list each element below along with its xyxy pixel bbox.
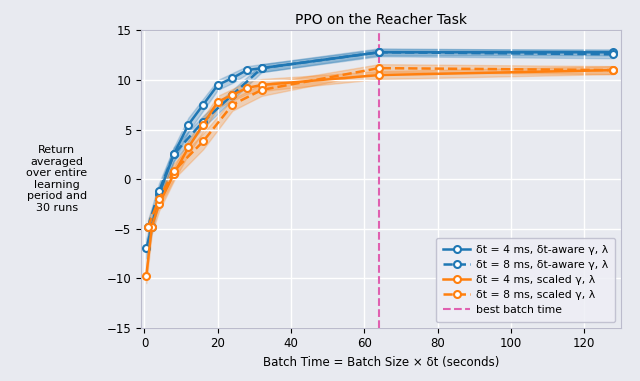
- Legend: δt = 4 ms, δt-aware γ, λ, δt = 8 ms, δt-aware γ, λ, δt = 4 ms, scaled γ, λ, δt =: δt = 4 ms, δt-aware γ, λ, δt = 8 ms, δt-…: [436, 238, 616, 322]
- δt = 4 ms, δt-aware γ, λ: [243, 68, 251, 72]
- δt = 4 ms, δt-aware γ, λ: [375, 50, 383, 54]
- δt = 4 ms, scaled γ, λ: [156, 202, 163, 206]
- δt = 8 ms, scaled γ, λ: [258, 88, 266, 92]
- δt = 8 ms, scaled γ, λ: [199, 139, 207, 144]
- Title: PPO on the Reacher Task: PPO on the Reacher Task: [295, 13, 467, 27]
- δt = 8 ms, scaled γ, λ: [170, 169, 178, 173]
- δt = 4 ms, scaled γ, λ: [199, 122, 207, 127]
- δt = 4 ms, δt-aware γ, λ: [199, 102, 207, 107]
- δt = 8 ms, scaled γ, λ: [156, 197, 163, 201]
- δt = 4 ms, δt-aware γ, λ: [156, 192, 163, 196]
- δt = 4 ms, scaled γ, λ: [143, 274, 150, 279]
- δt = 4 ms, scaled γ, λ: [375, 73, 383, 77]
- Y-axis label: Return
averaged
over entire
learning
period and
30 runs: Return averaged over entire learning per…: [26, 145, 88, 213]
- δt = 4 ms, scaled γ, λ: [610, 68, 618, 72]
- δt = 8 ms, scaled γ, λ: [228, 102, 236, 107]
- Line: δt = 8 ms, scaled γ, λ: δt = 8 ms, scaled γ, λ: [145, 65, 617, 230]
- δt = 4 ms, δt-aware γ, λ: [143, 246, 150, 251]
- δt = 4 ms, scaled γ, λ: [258, 83, 266, 87]
- best batch time: [375, 167, 383, 171]
- δt = 8 ms, δt-aware γ, λ: [228, 93, 236, 97]
- δt = 8 ms, δt-aware γ, λ: [156, 189, 163, 193]
- Line: δt = 4 ms, scaled γ, λ: δt = 4 ms, scaled γ, λ: [143, 67, 617, 280]
- δt = 4 ms, scaled γ, λ: [243, 86, 251, 90]
- δt = 8 ms, δt-aware γ, λ: [144, 224, 152, 229]
- δt = 4 ms, scaled γ, λ: [170, 172, 178, 176]
- δt = 8 ms, scaled γ, λ: [375, 66, 383, 70]
- δt = 8 ms, scaled γ, λ: [144, 224, 152, 229]
- X-axis label: Batch Time = Batch Size × δt (seconds): Batch Time = Batch Size × δt (seconds): [262, 356, 499, 369]
- δt = 8 ms, δt-aware γ, λ: [258, 66, 266, 70]
- δt = 4 ms, δt-aware γ, λ: [228, 76, 236, 80]
- δt = 8 ms, δt-aware γ, λ: [170, 152, 178, 157]
- δt = 8 ms, δt-aware γ, λ: [610, 52, 618, 56]
- best batch time: [375, 177, 383, 181]
- δt = 4 ms, δt-aware γ, λ: [148, 224, 156, 229]
- δt = 4 ms, δt-aware γ, λ: [184, 122, 192, 127]
- δt = 8 ms, δt-aware γ, λ: [375, 50, 383, 54]
- δt = 8 ms, scaled γ, λ: [610, 68, 618, 72]
- δt = 4 ms, δt-aware γ, λ: [610, 50, 618, 54]
- δt = 4 ms, δt-aware γ, λ: [214, 83, 221, 87]
- δt = 4 ms, δt-aware γ, λ: [170, 152, 178, 157]
- δt = 4 ms, scaled γ, λ: [184, 145, 192, 150]
- Line: δt = 4 ms, δt-aware γ, λ: δt = 4 ms, δt-aware γ, λ: [143, 49, 617, 252]
- δt = 8 ms, δt-aware γ, λ: [199, 119, 207, 124]
- δt = 4 ms, scaled γ, λ: [214, 99, 221, 104]
- δt = 4 ms, scaled γ, λ: [228, 93, 236, 97]
- Line: δt = 8 ms, δt-aware γ, λ: δt = 8 ms, δt-aware γ, λ: [145, 49, 617, 230]
- δt = 4 ms, scaled γ, λ: [148, 224, 156, 229]
- δt = 4 ms, δt-aware γ, λ: [258, 66, 266, 70]
